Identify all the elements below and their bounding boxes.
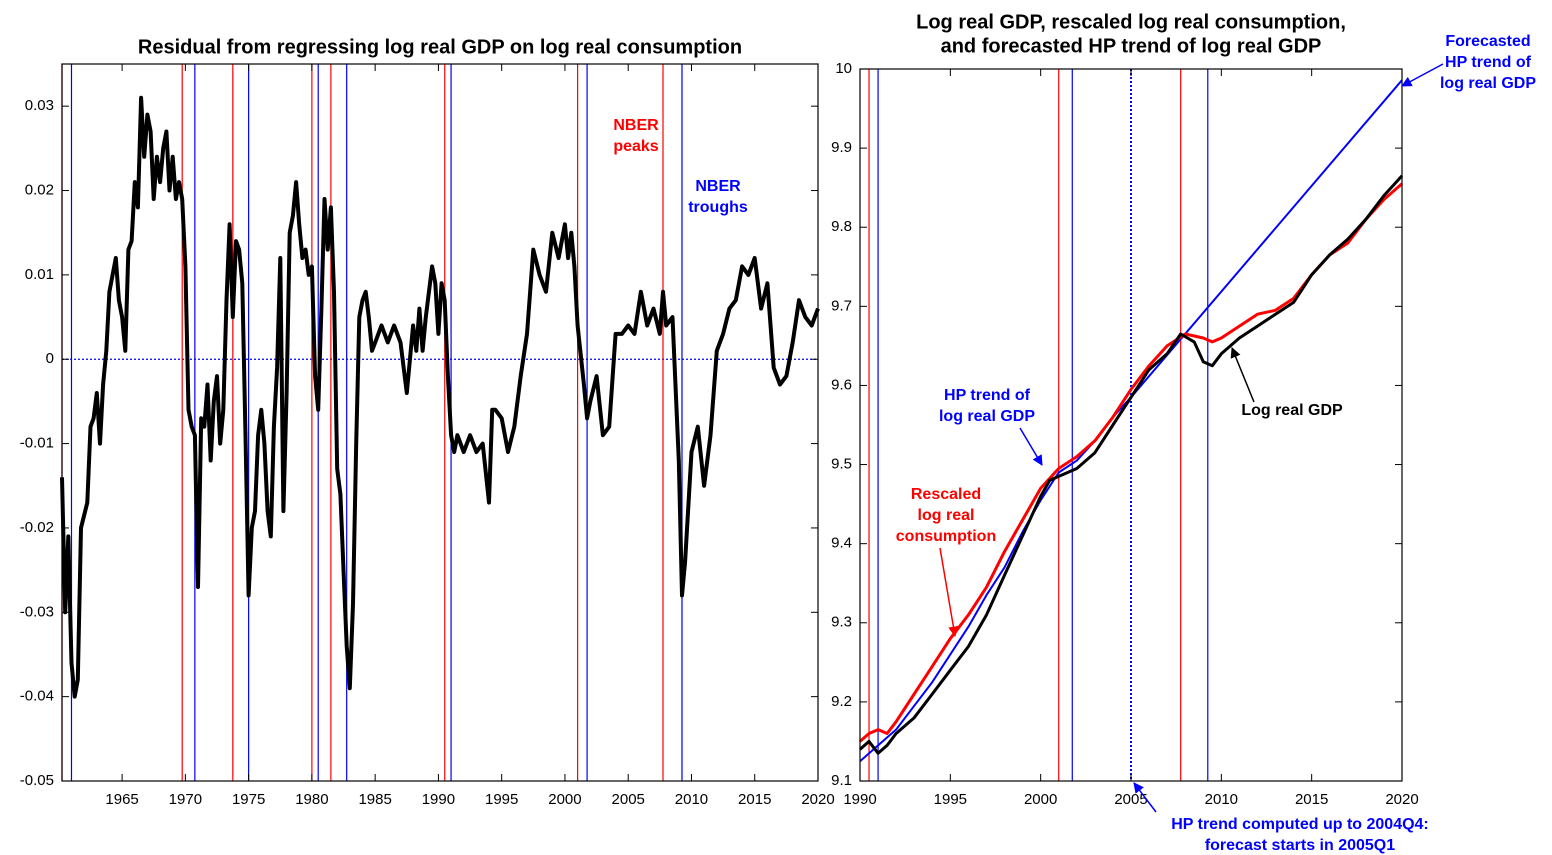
- x-tick-label: 2015: [738, 791, 771, 808]
- annotation: Forecasted: [1445, 33, 1530, 50]
- y-tick-label: 9.9: [831, 139, 852, 156]
- annotation: log real GDP: [939, 408, 1035, 425]
- x-tick-label: 1995: [934, 791, 967, 808]
- annotation: troughs: [688, 199, 748, 216]
- annotation: peaks: [613, 138, 658, 155]
- annotation-arrow: [939, 547, 959, 638]
- chart-title: Log real GDP, rescaled log real consumpt…: [916, 11, 1346, 33]
- y-tick-label: 9.3: [831, 614, 852, 631]
- x-tick-label: 1990: [843, 791, 876, 808]
- y-tick-label: 0.03: [25, 97, 54, 114]
- y-tick-label: 0.02: [25, 181, 54, 198]
- y-tick-label: 0.01: [25, 266, 54, 283]
- annotation: HP trend computed up to 2004Q4:: [1171, 816, 1429, 833]
- data-line: [60, 95, 820, 699]
- y-tick-label: 9.2: [831, 693, 852, 710]
- x-tick-label: 1980: [295, 791, 328, 808]
- y-tick-label: -0.01: [20, 435, 54, 452]
- plot-frame: [61, 63, 819, 782]
- x-tick-label: 2010: [1205, 791, 1238, 808]
- x-tick-label: 1975: [232, 791, 265, 808]
- y-tick-label: 10: [835, 60, 852, 77]
- y-tick-label: 0: [46, 350, 54, 367]
- annotation-arrow: [1401, 63, 1444, 87]
- x-tick-label: 2000: [1024, 791, 1057, 808]
- x-tick-label: 2005: [1114, 791, 1147, 808]
- x-tick-label: 1985: [358, 791, 391, 808]
- x-tick-label: 1990: [422, 791, 455, 808]
- y-tick-label: -0.03: [20, 603, 54, 620]
- annotation: NBER: [695, 178, 741, 195]
- annotation: consumption: [896, 528, 996, 545]
- x-tick-label: 1995: [485, 791, 518, 808]
- annotation: forecast starts in 2005Q1: [1205, 837, 1395, 854]
- x-tick-label: 2010: [675, 791, 708, 808]
- x-tick-label: 2020: [1385, 791, 1418, 808]
- y-tick-label: 9.5: [831, 456, 852, 473]
- annotation-arrow: [1019, 427, 1043, 466]
- annotation: log real: [918, 507, 975, 524]
- y-tick-label: 9.1: [831, 772, 852, 789]
- x-tick-label: 2005: [612, 791, 645, 808]
- x-tick-label: 2020: [801, 791, 834, 808]
- x-tick-label: 2000: [548, 791, 581, 808]
- chart-title: and forecasted HP trend of log real GDP: [941, 35, 1322, 57]
- y-tick-label: 9.7: [831, 297, 852, 314]
- y-tick-label: 9.4: [831, 535, 852, 552]
- y-tick-label: -0.02: [20, 519, 54, 536]
- x-tick-label: 1970: [169, 791, 202, 808]
- y-tick-label: -0.05: [20, 772, 54, 789]
- y-tick-label: 9.6: [831, 376, 852, 393]
- x-tick-label: 2015: [1295, 791, 1328, 808]
- y-tick-label: -0.04: [20, 688, 54, 705]
- annotation: HP trend of: [944, 387, 1031, 404]
- annotation: NBER: [613, 117, 659, 134]
- annotation: Log real GDP: [1241, 402, 1343, 419]
- x-tick-label: 1965: [105, 791, 138, 808]
- y-tick-label: 9.8: [831, 218, 852, 235]
- data-line: [859, 174, 1404, 755]
- annotation: HP trend of: [1445, 54, 1532, 71]
- annotation: log real GDP: [1440, 75, 1536, 92]
- annotation-arrow: [1230, 347, 1255, 403]
- plot-frame: [859, 68, 1403, 782]
- chart-title: Residual from regressing log real GDP on…: [138, 36, 742, 58]
- annotation-arrow: [1133, 782, 1157, 813]
- annotation: Rescaled: [911, 486, 981, 503]
